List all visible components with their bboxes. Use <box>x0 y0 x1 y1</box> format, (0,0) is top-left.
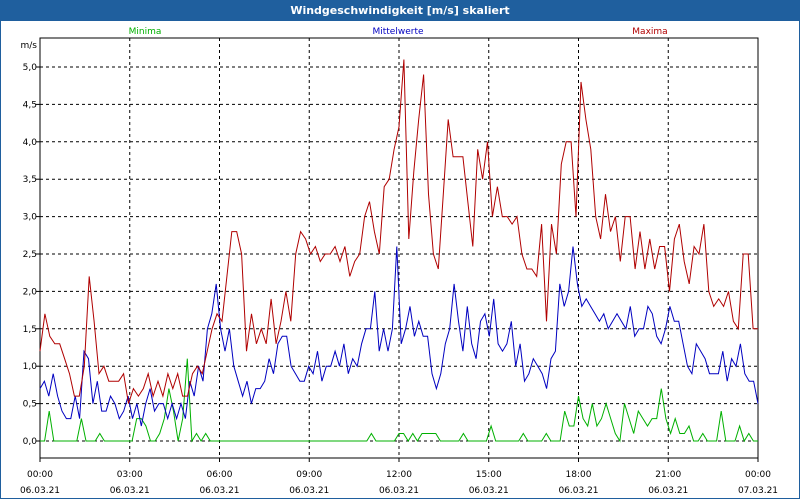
x-tick-time: 12:00 <box>386 470 412 480</box>
y-tick-label: 2,5 <box>23 250 37 260</box>
grid-lines <box>40 38 758 458</box>
y-tick-label: 0,5 <box>23 400 37 410</box>
legend-maxima: Maxima <box>632 27 667 37</box>
legend-minima: Minima <box>129 27 162 37</box>
y-tick-label: 1,5 <box>23 325 37 335</box>
x-tick-date: 06.03.21 <box>110 486 150 496</box>
x-tick-date: 06.03.21 <box>199 486 239 496</box>
y-tick-label: 3,0 <box>23 213 38 223</box>
legend: Minima Mittelwerte Maxima <box>129 27 668 37</box>
axes <box>36 37 759 462</box>
x-tick-time: 00:00 <box>745 470 771 480</box>
x-tick-time: 06:00 <box>207 470 233 480</box>
y-axis-unit: m/s <box>21 41 38 51</box>
x-tick-time: 15:00 <box>476 470 502 480</box>
chart-title: Windgeschwindigkeit [m/s] skaliert <box>0 0 800 21</box>
x-tick-date: 06.03.21 <box>379 486 419 496</box>
y-tick-label: 4,0 <box>23 138 38 148</box>
x-tick-date: 06.03.21 <box>558 486 598 496</box>
x-tick-time: 18:00 <box>566 470 592 480</box>
maxima-line <box>39 59 758 404</box>
y-tick-label: 3,5 <box>23 175 37 185</box>
x-tick-date: 06.03.21 <box>20 486 60 496</box>
y-tick-label: 4,5 <box>23 100 37 110</box>
x-tick-time: 03:00 <box>117 470 143 480</box>
x-tick-date: 06.03.21 <box>469 486 509 496</box>
x-axis-labels: 00:00 06.03.21 03:00 06.03.21 06:00 06.03.21 0… <box>20 470 778 496</box>
y-tick-label: 1,0 <box>23 362 38 372</box>
legend-mittelwerte: Mittelwerte <box>372 27 423 37</box>
x-tick-time: 00:00 <box>27 470 53 480</box>
x-tick-time: 21:00 <box>655 470 681 480</box>
y-tick-label: 2,0 <box>23 287 38 297</box>
x-tick-date: 07.03.21 <box>738 486 778 496</box>
mittelwerte-line <box>39 246 759 427</box>
x-tick-date: 06.03.21 <box>648 486 688 496</box>
y-axis-labels: 0,0 0,5 1,0 1,5 2,0 2,5 3,0 3,5 4,0 4,5 5,0 <box>23 63 38 447</box>
y-tick-label: 0,0 <box>23 437 38 447</box>
series-lines <box>39 59 759 443</box>
x-tick-date: 06.03.21 <box>289 486 329 496</box>
minima-line <box>40 358 758 443</box>
x-tick-time: 09:00 <box>296 470 322 480</box>
y-tick-label: 5,0 <box>23 63 38 73</box>
